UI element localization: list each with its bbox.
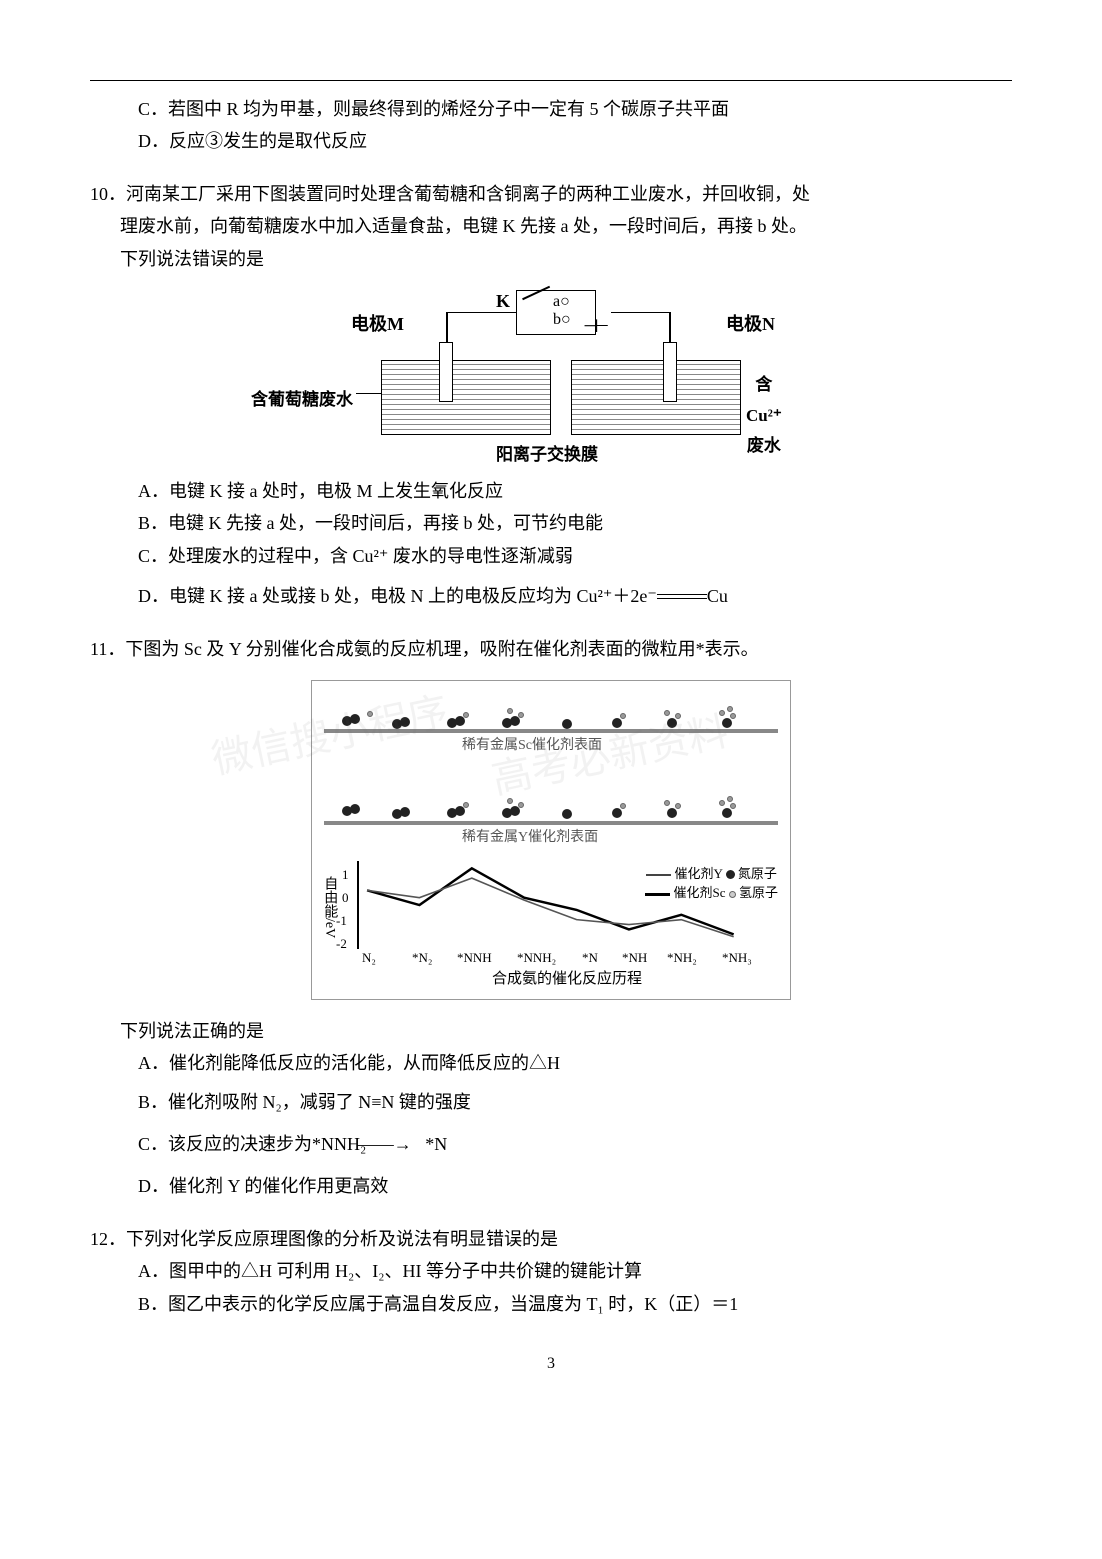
battery-icon: ⊣⊢ bbox=[583, 310, 604, 342]
top-rule bbox=[90, 80, 1012, 81]
cell-left bbox=[381, 360, 551, 435]
y-tick: 1 bbox=[342, 863, 349, 886]
surface-y-label: 稀有金属Y催化剂表面 bbox=[462, 825, 598, 850]
q11-opt-d: D．催化剂 Y 的催化作用更高效 bbox=[112, 1170, 1012, 1202]
q10-opt-b: B．电键 K 先接 a 处，一段时间后，再接 b 处，可节约电能 bbox=[112, 507, 1012, 539]
x-tick: *NH₃ bbox=[722, 946, 752, 969]
q12-opt-b: B．图乙中表示的化学反应属于高温自发反应，当温度为 T₁ 时，K（正）＝1 bbox=[112, 1288, 1012, 1320]
q10-stem2: 理废水前，向葡萄糖废水中加入适量食盐，电键 K 先接 a 处，一段时间后，再接 … bbox=[90, 210, 1012, 242]
q11: 11．下图为 Sc 及 Y 分别催化合成氨的反应机理，吸附在催化剂表面的微粒用*… bbox=[90, 633, 1012, 1203]
surface-sc-label: 稀有金属Sc催化剂表面 bbox=[462, 733, 602, 758]
wire bbox=[446, 312, 516, 314]
q11-opt-c: C．该反应的决速步为*NNH₂ ——→ *N bbox=[112, 1128, 1012, 1160]
y-tick: -1 bbox=[336, 909, 347, 932]
label-membrane: 阳离子交换膜 bbox=[496, 440, 598, 471]
label-electrode-m: 电极M bbox=[351, 308, 404, 340]
electrode-m bbox=[439, 342, 453, 402]
label-b: b○ bbox=[553, 306, 571, 335]
page-number: 3 bbox=[90, 1350, 1012, 1379]
q12-opt-a: A．图甲中的△H 可利用 H₂、I₂、HI 等分子中共价键的键能计算 bbox=[112, 1255, 1012, 1287]
x-tick: *NNH bbox=[457, 946, 492, 969]
q-fragment: C．若图中 R 均为甲基，则最终得到的烯烃分子中一定有 5 个碳原子共平面 D．… bbox=[90, 93, 1012, 158]
label-electrode-n: 电极N bbox=[726, 308, 775, 340]
x-tick: *NH₂ bbox=[667, 946, 697, 969]
q11-substem: 下列说法正确的是 bbox=[90, 1015, 1012, 1047]
q10-stem1: 10．河南某工厂采用下图装置同时处理含葡萄糖和含铜离子的两种工业废水，并回收铜，… bbox=[90, 178, 1012, 210]
chart-legend: 催化剂Y 氮原子 催化剂Sc 氢原子 bbox=[645, 864, 778, 903]
label-right-solution: 含Cu²⁺废水 bbox=[746, 370, 782, 462]
q10-opt-d: D．电键 K 接 a 处或接 b 处，电极 N 上的电极反应均为 Cu²⁺＋2e… bbox=[112, 580, 1012, 612]
atoms-y-row bbox=[332, 786, 770, 826]
y-tick: -2 bbox=[336, 932, 347, 955]
y-tick: 0 bbox=[342, 886, 349, 909]
label-left-solution: 含葡萄糖废水 bbox=[251, 385, 353, 416]
x-tick: N₂ bbox=[362, 946, 376, 969]
wire bbox=[611, 312, 671, 314]
q11-opt-a: A．催化剂能降低反应的活化能，从而降低反应的△H bbox=[112, 1047, 1012, 1079]
electrode-n bbox=[663, 342, 677, 402]
atoms-sc-row bbox=[332, 696, 770, 736]
q11-stem: 11．下图为 Sc 及 Y 分别催化合成氨的反应机理，吸附在催化剂表面的微粒用*… bbox=[90, 633, 1012, 665]
arrow bbox=[356, 393, 381, 395]
q11-opt-b: B．催化剂吸附 N₂，减弱了 N≡N 键的强度 bbox=[112, 1086, 1012, 1118]
q10-stem3: 下列说法错误的是 bbox=[90, 243, 1012, 275]
q10-figure: K a○ b○ ⊣⊢ 电极M 电极N 含葡萄糖废水 含Cu²⁺废水 阳离子交换膜 bbox=[90, 290, 1012, 460]
q10-opt-c: C．处理废水的过程中，含 Cu²⁺ 废水的导电性逐渐减弱 bbox=[112, 540, 1012, 572]
q10: 10．河南某工厂采用下图装置同时处理含葡萄糖和含铜离子的两种工业废水，并回收铜，… bbox=[90, 178, 1012, 613]
cell-right bbox=[571, 360, 741, 435]
x-axis-label: 合成氨的催化反应历程 bbox=[492, 966, 642, 993]
q11-figure: 微信搜小程序 高考必新资料 稀有金属Sc催化剂表面 稀有金属Y催化剂表面 bbox=[90, 680, 1012, 1000]
x-tick: *N₂ bbox=[412, 946, 432, 969]
q-opt-d: D．反应③发生的是取代反应 bbox=[112, 125, 1012, 157]
q10-opt-a: A．电键 K 接 a 处时，电极 M 上发生氧化反应 bbox=[112, 475, 1012, 507]
q12-stem: 12．下列对化学反应原理图像的分析及说法有明显错误的是 bbox=[90, 1223, 1012, 1255]
q12: 12．下列对化学反应原理图像的分析及说法有明显错误的是 A．图甲中的△H 可利用… bbox=[90, 1223, 1012, 1320]
q-opt-c: C．若图中 R 均为甲基，则最终得到的烯烃分子中一定有 5 个碳原子共平面 bbox=[112, 93, 1012, 125]
